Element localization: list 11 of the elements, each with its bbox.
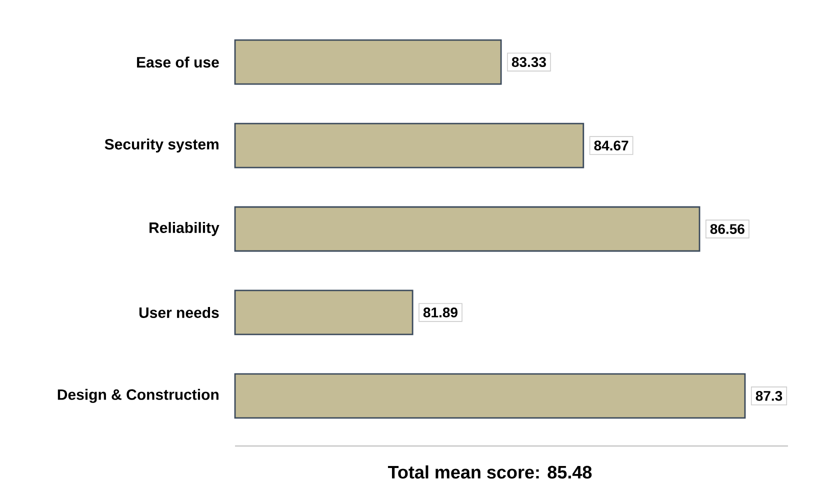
data-label: 86.56	[710, 224, 744, 234]
data-label: 83.33	[512, 57, 546, 68]
y-tick-label: User needs	[139, 306, 219, 318]
text: Total mean score: 85.48	[388, 465, 592, 479]
y-tick-label: Design & Construction	[58, 388, 218, 403]
data-label: 84.67	[594, 140, 628, 150]
data-label: 87.3	[756, 390, 782, 401]
y-tick-label: Security system	[104, 138, 218, 153]
y-tick-label: Reliability	[150, 222, 220, 236]
data-label: 81.89	[423, 308, 458, 318]
y-tick-label: Ease of use	[137, 56, 219, 68]
